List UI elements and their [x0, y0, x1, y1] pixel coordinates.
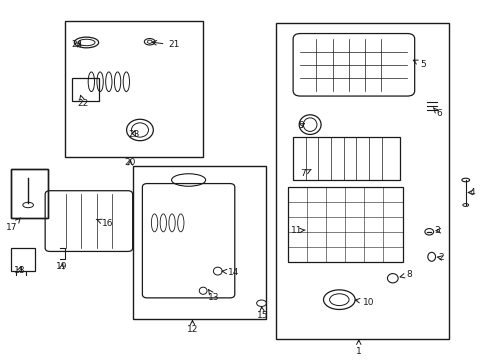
Text: 13: 13 [208, 290, 219, 302]
Text: 2: 2 [437, 253, 443, 262]
Text: 14: 14 [222, 268, 239, 277]
Text: 18: 18 [14, 266, 25, 275]
Text: 24: 24 [71, 40, 82, 49]
Text: 1: 1 [355, 340, 361, 356]
Text: 15: 15 [256, 307, 268, 320]
Text: 21: 21 [152, 40, 179, 49]
Text: 17: 17 [6, 218, 20, 231]
Text: 11: 11 [290, 226, 305, 235]
Text: 10: 10 [355, 298, 373, 307]
Text: 9: 9 [297, 121, 304, 130]
Text: 3: 3 [433, 226, 440, 235]
Text: 22: 22 [77, 95, 88, 108]
Text: 6: 6 [432, 108, 441, 118]
Text: 16: 16 [96, 219, 113, 228]
Text: 23: 23 [128, 130, 139, 139]
Text: 20: 20 [124, 158, 136, 167]
Text: 7: 7 [299, 169, 310, 178]
Text: 12: 12 [186, 320, 198, 334]
Text: 8: 8 [399, 270, 411, 279]
Text: 4: 4 [468, 188, 474, 197]
Text: 19: 19 [56, 262, 68, 271]
Text: 5: 5 [412, 60, 426, 69]
